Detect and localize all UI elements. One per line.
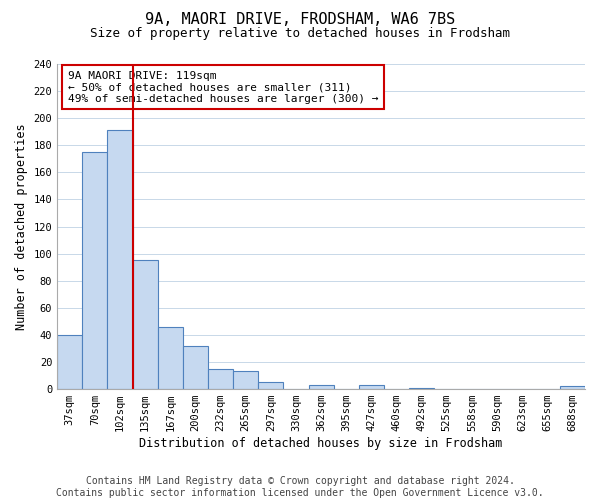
Bar — [208, 369, 233, 389]
Y-axis label: Number of detached properties: Number of detached properties — [15, 123, 28, 330]
Bar — [233, 372, 258, 389]
Text: 9A, MAORI DRIVE, FRODSHAM, WA6 7BS: 9A, MAORI DRIVE, FRODSHAM, WA6 7BS — [145, 12, 455, 28]
Bar — [308, 385, 334, 389]
Text: Size of property relative to detached houses in Frodsham: Size of property relative to detached ho… — [90, 28, 510, 40]
Bar — [409, 388, 434, 389]
Bar — [359, 385, 384, 389]
Bar — [57, 335, 82, 389]
Bar — [183, 346, 208, 389]
Bar — [107, 130, 133, 389]
Text: Contains HM Land Registry data © Crown copyright and database right 2024.
Contai: Contains HM Land Registry data © Crown c… — [56, 476, 544, 498]
X-axis label: Distribution of detached houses by size in Frodsham: Distribution of detached houses by size … — [139, 437, 503, 450]
Bar — [258, 382, 283, 389]
Text: 9A MAORI DRIVE: 119sqm
← 50% of detached houses are smaller (311)
49% of semi-de: 9A MAORI DRIVE: 119sqm ← 50% of detached… — [68, 70, 378, 104]
Bar — [82, 152, 107, 389]
Bar — [158, 327, 183, 389]
Bar — [560, 386, 585, 389]
Bar — [133, 260, 158, 389]
